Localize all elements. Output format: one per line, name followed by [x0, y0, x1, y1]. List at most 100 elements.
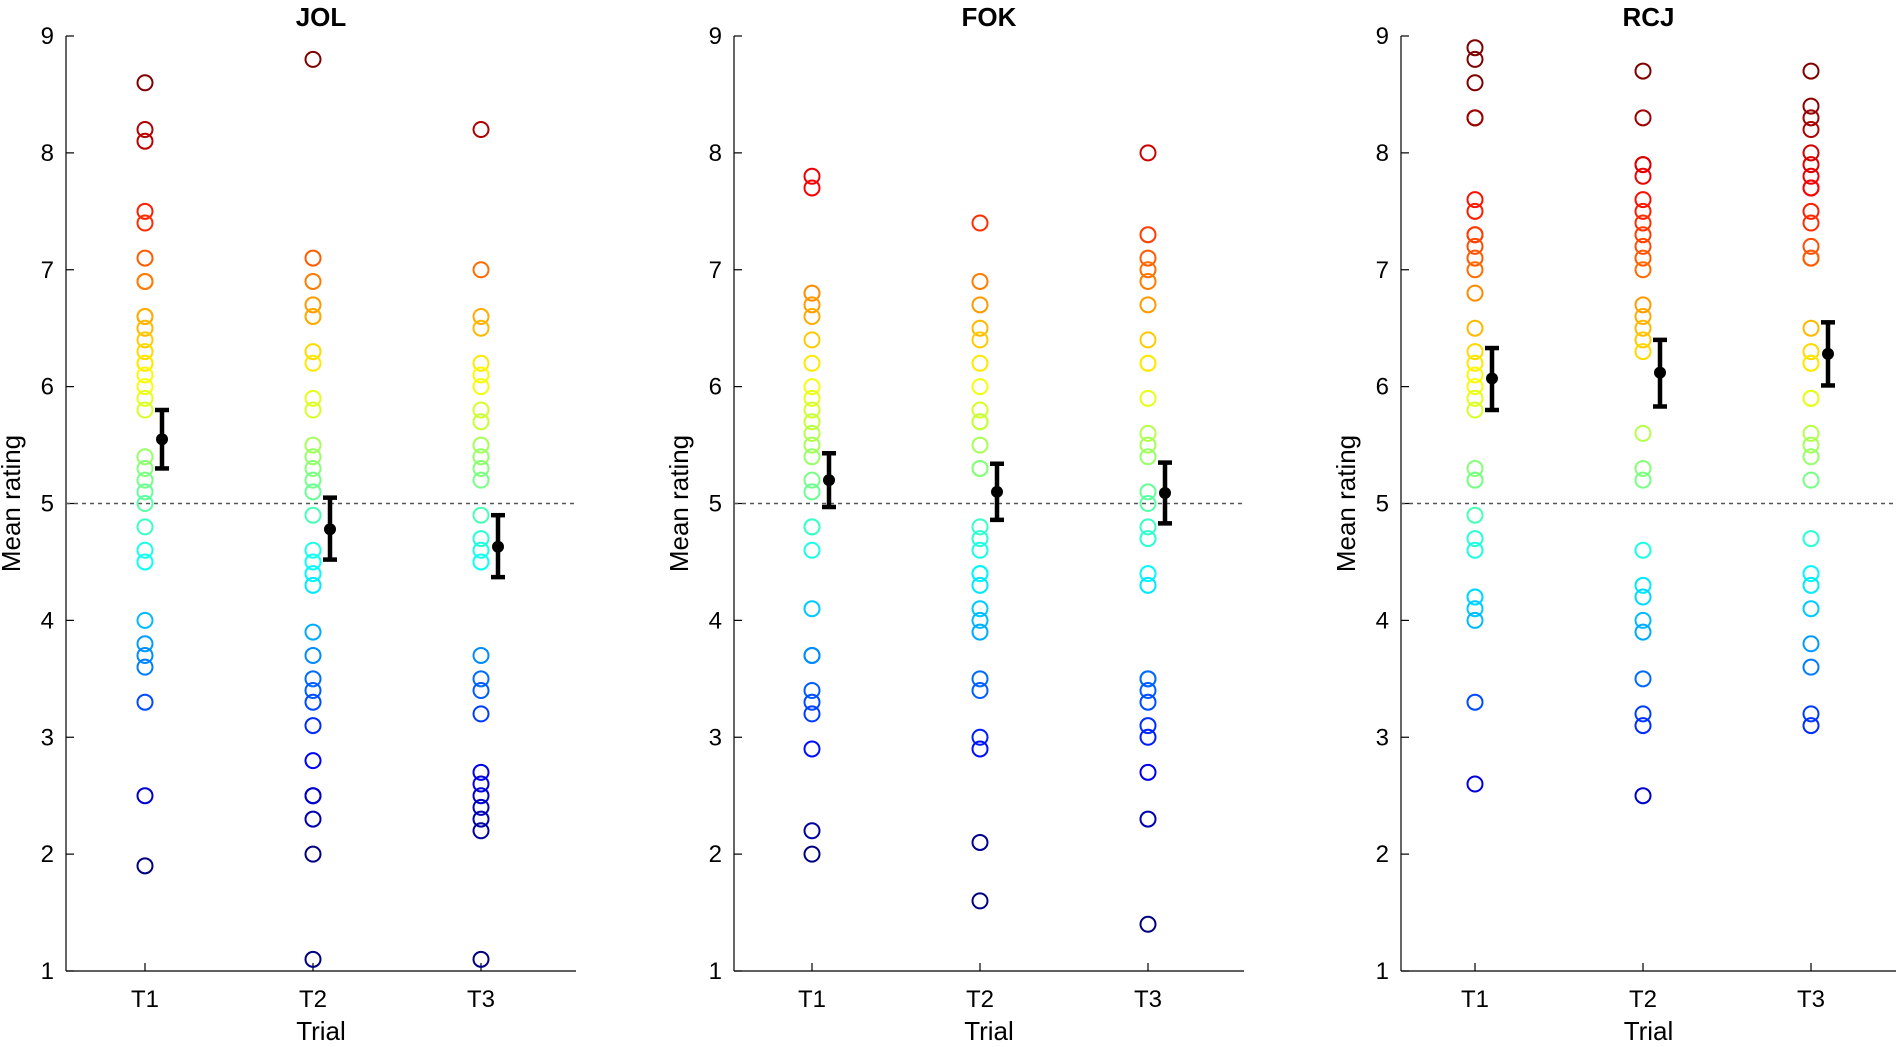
- data-point: [1634, 237, 1652, 255]
- data-point: [1466, 459, 1484, 477]
- data-point: [304, 623, 322, 641]
- data-point: [1466, 378, 1484, 396]
- data-point: [136, 214, 154, 232]
- data-point: [1634, 670, 1652, 688]
- y-tick-label: 6: [1376, 374, 1389, 401]
- data-point: [304, 646, 322, 664]
- data-point: [1139, 495, 1157, 512]
- x-tick-label: T2: [966, 986, 994, 1013]
- data-point: [1802, 237, 1820, 255]
- y-tick-label: 1: [709, 958, 722, 985]
- data-point: [1139, 354, 1157, 372]
- data-point: [1634, 249, 1652, 267]
- data-point: [1466, 261, 1484, 279]
- data-point: [1802, 121, 1820, 138]
- data-point: [1466, 401, 1484, 419]
- data-point: [1634, 202, 1652, 220]
- x-tick-label: T1: [131, 986, 159, 1013]
- chart-title: JOL: [296, 2, 347, 32]
- panel-fok: FOK 1 2 3 4 5 6 7 8 9 T1 T2 T3 Trial Mean rating: [664, 2, 1244, 1046]
- data-point: [304, 950, 322, 968]
- data-point: [803, 424, 821, 442]
- data-point: [1802, 97, 1820, 115]
- data-point: [1802, 705, 1820, 723]
- data-point: [803, 693, 821, 711]
- data-point: [1466, 39, 1484, 57]
- data-point: [472, 763, 490, 781]
- data-point: [1139, 717, 1157, 735]
- data-point: [1802, 202, 1820, 220]
- data-point: [803, 471, 821, 489]
- data-point: [971, 272, 989, 290]
- data-point: [472, 506, 490, 524]
- data-point: [136, 553, 154, 571]
- data-point: [472, 308, 490, 325]
- data-point: [1466, 226, 1484, 244]
- y-tick-label: 8: [709, 140, 722, 167]
- x-axis-label: Trial: [1624, 1016, 1674, 1046]
- data-point: [1802, 214, 1820, 232]
- data-point: [803, 541, 821, 559]
- data-point: [472, 261, 490, 279]
- y-tick-label: 7: [1376, 257, 1389, 284]
- mean-marker: [823, 474, 835, 487]
- data-point: [803, 354, 821, 372]
- data-point: [1634, 541, 1652, 559]
- data-point: [304, 389, 322, 407]
- data-point: [136, 121, 154, 138]
- data-point: [304, 576, 322, 594]
- data-point: [1139, 682, 1157, 699]
- data-point: [1802, 167, 1820, 185]
- data-point: [1139, 530, 1157, 548]
- data-point: [971, 530, 989, 548]
- data-point: [136, 319, 154, 337]
- x-tick-label: T1: [798, 986, 826, 1013]
- data-point: [304, 717, 322, 735]
- data-point: [1466, 343, 1484, 361]
- data-point: [803, 308, 821, 325]
- data-point: [1139, 565, 1157, 583]
- x-tick-label: T3: [1134, 986, 1162, 1013]
- data-point: [971, 319, 989, 337]
- data-point: [1802, 717, 1820, 735]
- data-point: [136, 272, 154, 290]
- x-tick-label: T1: [1461, 986, 1489, 1013]
- data-point: [136, 518, 154, 536]
- data-point: [1466, 611, 1484, 629]
- data-point: [1802, 144, 1820, 162]
- data-point: [1634, 62, 1652, 80]
- data-point: [1466, 530, 1484, 548]
- data-point: [971, 728, 989, 746]
- data-point: [1634, 319, 1652, 337]
- data-point: [971, 611, 989, 629]
- data-point: [1802, 565, 1820, 583]
- data-point: [1634, 459, 1652, 477]
- data-point: [971, 354, 989, 372]
- data-point: [1466, 202, 1484, 220]
- y-tick-label: 9: [41, 23, 54, 50]
- mean-marker: [1654, 366, 1666, 379]
- data-point: [472, 950, 490, 968]
- data-point: [136, 483, 154, 501]
- data-point: [136, 389, 154, 407]
- data-point: [1466, 109, 1484, 127]
- data-point: [971, 378, 989, 396]
- y-tick-label: 3: [709, 724, 722, 751]
- data-point: [1634, 705, 1652, 723]
- data-point: [1466, 249, 1484, 267]
- x-tick-label: T2: [1629, 986, 1657, 1013]
- y-tick-label: 9: [1376, 23, 1389, 50]
- data-point: [971, 518, 989, 536]
- y-tick-label: 2: [41, 841, 54, 868]
- data-point: [1139, 915, 1157, 933]
- y-tick-label: 4: [41, 607, 54, 634]
- data-point: [472, 530, 490, 548]
- data-point: [1634, 261, 1652, 279]
- data-point: [971, 565, 989, 583]
- y-tick-label: 4: [709, 607, 722, 634]
- data-point: [803, 845, 821, 863]
- data-point: [803, 296, 821, 314]
- data-point: [472, 705, 490, 723]
- data-point: [1802, 62, 1820, 80]
